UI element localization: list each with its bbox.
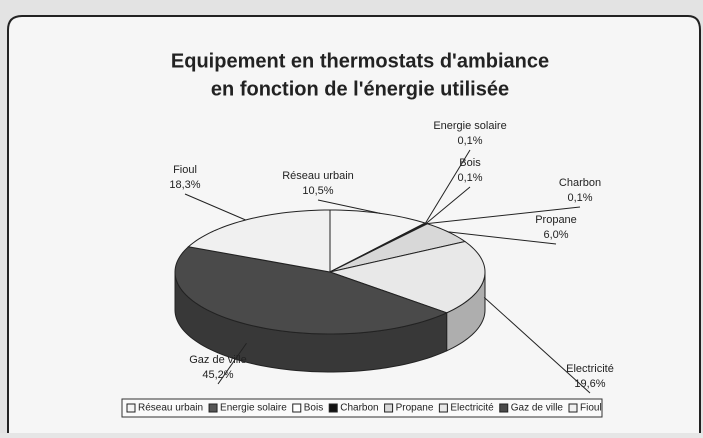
data-label-name: Electricité [566,363,614,375]
legend-label: Fioul [580,403,602,414]
data-label-name: Réseau urbain [282,170,354,182]
data-label-name: Energie solaire [433,120,506,132]
data-label: 0,1% [457,172,482,184]
legend-swatch [292,403,302,413]
legend-swatch [499,403,509,413]
legend-swatch [126,403,136,413]
data-label: 10,5% [302,185,333,197]
legend-label: Electricité [450,403,494,414]
leader-line [317,199,381,214]
legend-label: Gaz de ville [511,403,564,414]
legend-label: Energie solaire [220,403,287,414]
leader-line [448,231,557,245]
legend-label: Charbon [340,403,378,414]
data-label: 0,1% [457,135,482,147]
data-label-name: Fioul [173,164,197,176]
data-label: 45,2% [202,369,233,381]
data-label: 6,0% [543,229,568,241]
chart-title: Equipement en thermostats d'ambiance [171,50,549,72]
leader-line [426,206,581,225]
leader-line [184,193,246,221]
legend-swatch [384,403,394,413]
legend-swatch [438,403,448,413]
legend-swatch [568,403,578,413]
data-label: 19,6% [574,378,605,390]
legend-swatch [208,403,218,413]
leader-line [483,296,591,394]
data-label-name: Gaz de ville [189,354,246,366]
leader-line [217,342,247,385]
data-label-name: Charbon [559,177,601,189]
pie-slice [174,246,449,335]
data-label: 0,1% [567,192,592,204]
legend-label: Propane [396,403,434,414]
data-label: 18,3% [169,179,200,191]
legend-label: Réseau urbain [138,403,203,414]
leader-line [425,186,471,224]
legend-label: Bois [304,403,323,414]
leader-line [425,149,471,224]
legend-swatch [328,403,338,413]
data-label-name: Propane [535,214,577,226]
pie-slice [329,223,467,273]
legend-box [121,398,603,418]
pie-slice [187,209,331,273]
data-label-name: Bois [459,157,481,169]
pie-slice [328,240,486,314]
chart-title: en fonction de l'énergie utilisée [211,78,509,100]
